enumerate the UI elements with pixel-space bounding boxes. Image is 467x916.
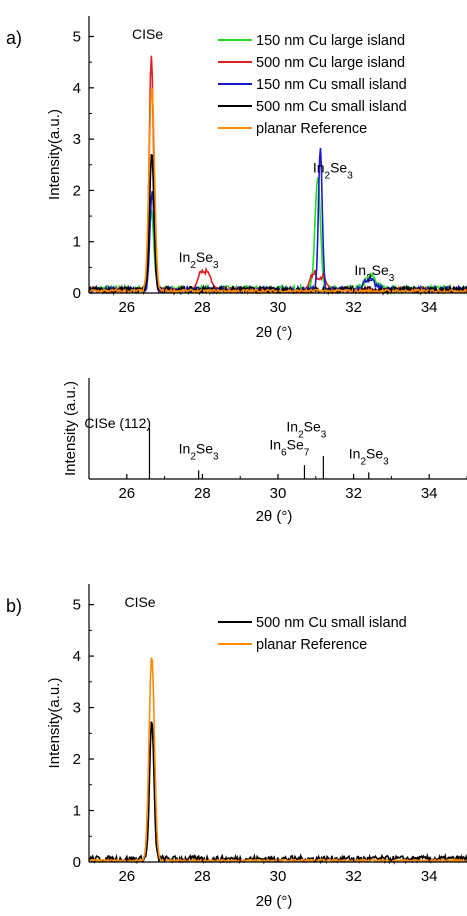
reference-annotation-2: In6Se7	[269, 436, 309, 458]
legend-label-3: 500 nm Cu small island	[256, 99, 407, 115]
y-tick-label: 4	[73, 80, 81, 97]
x-tick-label: 28	[194, 299, 211, 316]
annotation-0: CISe	[124, 594, 155, 610]
legend-label-4: planar Reference	[256, 121, 367, 137]
x-tick-label: 32	[345, 868, 362, 885]
x-tick-label: 34	[421, 299, 438, 316]
x-tick-label: 34	[421, 485, 438, 502]
x-axis-label: 2θ (°)	[256, 893, 293, 910]
x-tick-label: 30	[270, 299, 287, 316]
legend-label-0: 500 nm Cu small island	[256, 615, 407, 631]
x-tick-label: 32	[345, 485, 362, 502]
y-tick-label: 5	[73, 29, 81, 46]
x-axis-label: 2θ (°)	[256, 324, 293, 341]
y-tick-label: 5	[73, 597, 81, 614]
x-tick-label: 28	[194, 485, 211, 502]
y-tick-label: 4	[73, 648, 81, 665]
x-tick-label: 26	[118, 299, 135, 316]
y-tick-label: 1	[73, 803, 81, 820]
x-tick-label: 30	[270, 868, 287, 885]
series-line-4	[88, 87, 467, 295]
y-tick-label: 0	[73, 854, 81, 871]
chart-a-reference: 26 28 30 32 34 2θ (°) Intensity (a.u.) CISe (11…	[62, 378, 467, 525]
y-tick-label: 2	[73, 751, 81, 768]
x-tick-label: 28	[194, 868, 211, 885]
annotation-3: In2Se3	[354, 262, 394, 284]
x-tick-label: 32	[345, 299, 362, 316]
y-tick-label: 3	[73, 700, 81, 717]
reference-annotation-4: In2Se3	[349, 446, 389, 468]
series-line-1	[88, 657, 467, 864]
annotation-2: In2Se3	[179, 249, 219, 271]
x-tick-label: 26	[118, 868, 135, 885]
y-axis-label: Intensity (a.u.)	[62, 381, 79, 476]
reference-annotation-3: In2Se3	[286, 419, 326, 441]
y-tick-label: 2	[73, 182, 81, 199]
x-axis-label: 2θ (°)	[256, 508, 293, 525]
annotation-1: In2Se3	[313, 159, 353, 181]
legend-label-0: 150 nm Cu large island	[256, 33, 405, 49]
x-tick-label: 26	[118, 485, 135, 502]
y-tick-label: 1	[73, 234, 81, 251]
y-axis-label: Intensity(a.u.)	[46, 109, 63, 200]
reference-annotation-0: CISe (112)	[84, 415, 151, 431]
series-line-3	[88, 153, 467, 297]
y-tick-label: 0	[73, 285, 81, 302]
annotation-0: CISe	[132, 26, 163, 42]
legend-label-2: 150 nm Cu small island	[256, 77, 407, 93]
legend-label-1: planar Reference	[256, 637, 367, 653]
panel-label-a: a)	[6, 28, 22, 48]
legend-label-1: 500 nm Cu large island	[256, 55, 405, 71]
reference-annotation-1: In2Se3	[179, 441, 219, 463]
x-tick-label: 34	[421, 868, 438, 885]
y-tick-label: 3	[73, 131, 81, 148]
y-axis-label: Intensity(a.u.)	[46, 678, 63, 769]
panel-label-b: b)	[6, 596, 22, 616]
x-tick-label: 30	[270, 485, 287, 502]
